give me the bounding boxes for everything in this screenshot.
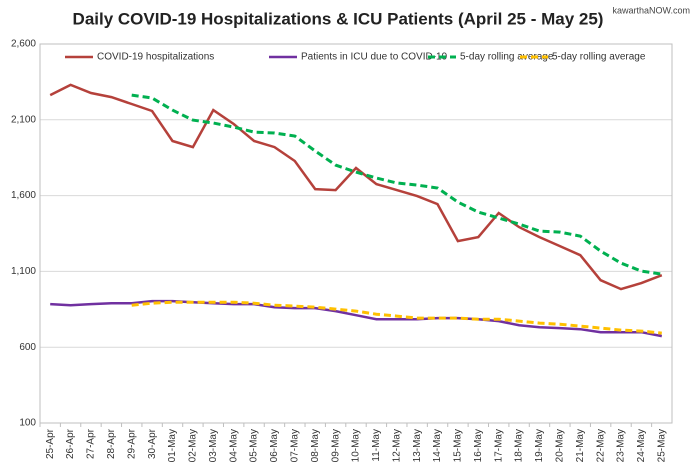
x-tick-label: 12-May (391, 429, 402, 462)
x-tick-label: 29-Apr (126, 428, 137, 459)
legend-label: COVID-19 hospitalizations (97, 52, 214, 63)
x-tick-label: 07-May (289, 429, 300, 462)
x-tick-label: 25-May (656, 429, 667, 462)
x-tick-label: 03-May (208, 429, 219, 462)
y-tick-label: 2,600 (11, 39, 36, 50)
x-tick-label: 10-May (351, 429, 362, 462)
x-tick-label: 09-May (330, 429, 341, 462)
x-tick-label: 14-May (432, 429, 443, 462)
series-line (131, 93, 663, 276)
legend-label: Patients in ICU due to COVID-19 (301, 52, 448, 63)
x-tick-label: 02-May (188, 429, 199, 462)
y-tick-label: 1,100 (11, 266, 36, 277)
x-tick-label: 05-May (249, 429, 260, 462)
x-tick-label: 08-May (310, 429, 321, 462)
plot-border (39, 43, 673, 424)
x-tick-label: 16-May (473, 429, 484, 462)
series-line (131, 300, 662, 335)
x-tick-label: 18-May (514, 429, 525, 462)
series-line (49, 83, 663, 291)
x-tick-label: 20-May (555, 429, 566, 462)
x-tick-label: 13-May (412, 429, 423, 462)
source: kawarthaNOW.com (612, 5, 690, 15)
x-tick-label: 27-Apr (86, 428, 97, 459)
y-tick-label: 600 (19, 342, 36, 353)
x-tick-label: 22-May (595, 429, 606, 462)
x-tick-label: 01-May (167, 429, 178, 462)
x-tick-label: 06-May (269, 429, 280, 462)
x-tick-label: 25-Apr (45, 428, 56, 459)
x-tick-label: 17-May (493, 429, 504, 462)
y-tick-label: 100 (19, 418, 36, 429)
x-tick-label: 23-May (616, 429, 627, 462)
series-line (50, 299, 663, 338)
x-tick-label: 30-Apr (147, 428, 158, 459)
legend-label: 5-day rolling average (460, 52, 554, 63)
x-tick-label: 11-May (371, 429, 382, 462)
x-tick-label: 28-Apr (106, 428, 117, 459)
y-tick-label: 2,100 (11, 114, 36, 125)
x-tick-label: 24-May (636, 429, 647, 462)
chart-title: Daily COVID-19 Hospitalizations & ICU Pa… (73, 9, 604, 28)
x-tick-label: 26-Apr (65, 428, 76, 459)
y-tick-label: 1,600 (11, 190, 36, 201)
x-tick-label: 21-May (575, 429, 586, 462)
x-tick-label: 04-May (228, 429, 239, 462)
legend-label: 5-day rolling average (552, 52, 646, 63)
x-tick-label: 19-May (534, 429, 545, 462)
x-tick-label: 15-May (453, 429, 464, 462)
